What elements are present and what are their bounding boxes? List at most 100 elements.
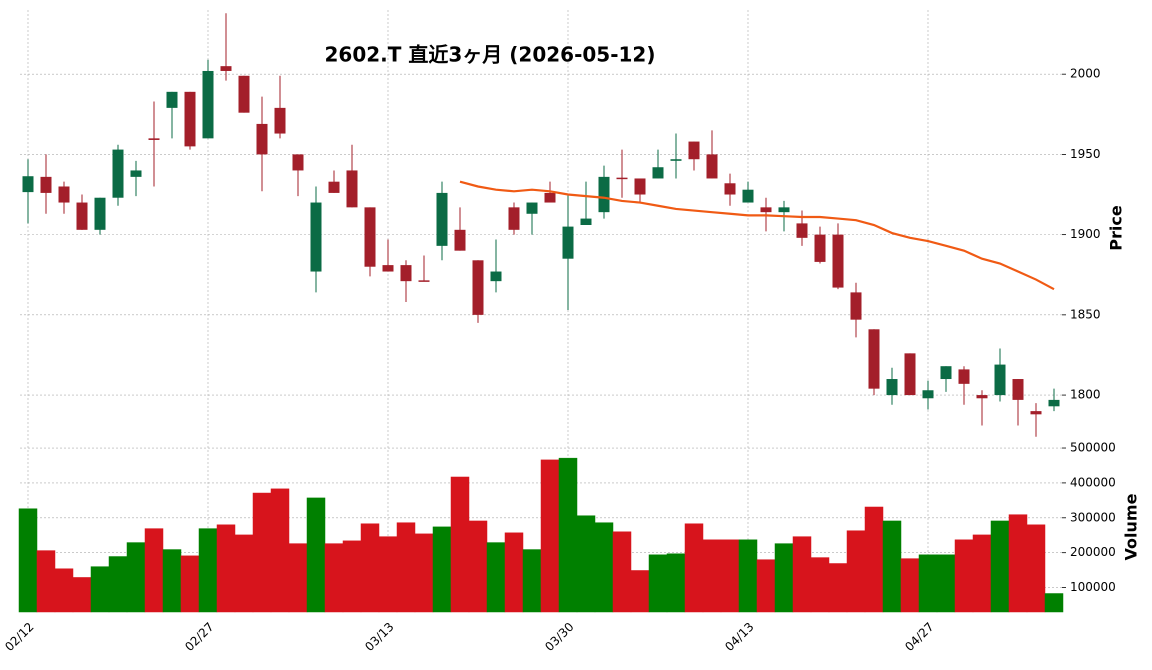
candle-body: [760, 207, 772, 213]
volume-bar: [108, 556, 128, 613]
volume-bar: [72, 577, 92, 613]
volume-bar: [972, 534, 992, 613]
candle-body: [58, 186, 70, 203]
volume-bar: [666, 553, 686, 613]
volume-bar: [360, 523, 380, 613]
volume-bar: [612, 531, 632, 613]
volume-bar: [450, 476, 470, 613]
volume-bar: [216, 524, 236, 613]
candle-body: [166, 91, 178, 108]
y-axis-label: Price: [1107, 205, 1126, 251]
x-tick-label: 02/27: [182, 620, 216, 654]
candle-body: [346, 170, 358, 208]
candle-body: [94, 197, 106, 230]
volume-bar: [468, 520, 488, 613]
candle-body: [130, 170, 142, 177]
x-tick-label: 02/12: [2, 620, 36, 654]
candle-body: [364, 207, 376, 267]
candle-body: [418, 280, 430, 282]
candle-body: [256, 123, 268, 155]
candle-body: [904, 353, 916, 396]
volume-bar: [954, 539, 974, 613]
volume-bar: [18, 508, 38, 613]
candle-body: [328, 181, 340, 193]
y-tick-label: 1900: [1070, 227, 1101, 241]
volume-bar: [540, 459, 560, 613]
candle-body: [490, 271, 502, 282]
volume-bar: [702, 539, 722, 613]
candle-body: [382, 265, 394, 272]
volume-bar: [396, 522, 416, 613]
candle-body: [274, 107, 286, 134]
candle-body: [742, 189, 754, 203]
volume-bar: [846, 530, 866, 613]
y-axis-label: Volume: [1122, 493, 1141, 560]
volume-bar: [324, 543, 344, 613]
candle-body: [526, 202, 538, 214]
volume-bar: [288, 543, 308, 613]
volume-bar: [486, 542, 506, 613]
candle-body: [994, 364, 1006, 396]
volume-bar: [414, 533, 434, 613]
volume-bar: [648, 554, 668, 613]
volume-bar: [504, 532, 524, 613]
candle-body: [922, 390, 934, 399]
candle-body: [814, 234, 826, 262]
volume-bar: [126, 542, 146, 613]
candle-body: [724, 183, 736, 195]
volume-bar: [234, 534, 254, 613]
candle-body: [958, 369, 970, 384]
candle-body: [436, 192, 448, 246]
candle-body: [796, 223, 808, 238]
candle-body: [292, 154, 304, 171]
volume-bar: [720, 539, 740, 613]
volume-bar: [522, 549, 542, 613]
candle-body: [616, 177, 628, 180]
candle-body: [1012, 379, 1024, 400]
volume-bar: [90, 566, 110, 613]
volume-bar: [198, 528, 218, 613]
y-tick-label: 400000: [1070, 475, 1116, 489]
candle-body: [76, 202, 88, 230]
volume-bar: [882, 520, 902, 613]
candle-body: [220, 66, 232, 71]
volume-bar: [378, 536, 398, 613]
volume-bar: [432, 526, 452, 613]
x-tick-label: 04/13: [722, 620, 756, 654]
y-tick-label: 300000: [1070, 510, 1116, 524]
candle-body: [940, 366, 952, 380]
volume-bar: [36, 550, 56, 613]
candle-body: [886, 379, 898, 396]
candle-body: [778, 207, 790, 213]
volume-bar: [936, 554, 956, 613]
candle-body: [472, 260, 484, 315]
candle-body: [706, 154, 718, 179]
volume-bar: [576, 515, 596, 613]
chart-title: 2602.T 直近3ヶ月 (2026-05-12): [325, 43, 656, 67]
candle-body: [544, 192, 556, 203]
volume-bar: [252, 492, 272, 613]
y-tick-label: 1850: [1070, 307, 1101, 321]
volume-bar: [684, 523, 704, 613]
volume-bar: [900, 558, 920, 613]
y-tick-label: 1800: [1070, 388, 1101, 402]
volume-bar: [828, 563, 848, 613]
volume-bar: [1044, 593, 1064, 613]
x-tick-label: 03/13: [362, 620, 396, 654]
y-tick-label: 1950: [1070, 147, 1101, 161]
volume-bar: [774, 543, 794, 613]
volume-bar: [864, 506, 884, 613]
y-tick-label: 500000: [1070, 441, 1116, 455]
volume-bar: [810, 557, 830, 613]
candle-body: [148, 138, 160, 140]
volume-bar: [990, 520, 1010, 613]
candle-body: [238, 75, 250, 113]
volume-bar: [306, 497, 326, 613]
candle-body: [868, 329, 880, 389]
x-tick-label: 04/27: [902, 620, 936, 654]
volume-bar: [342, 540, 362, 613]
volume-bar: [738, 539, 758, 613]
volume-bar: [558, 457, 578, 613]
volume-bar: [756, 559, 776, 613]
candle-body: [40, 176, 52, 193]
